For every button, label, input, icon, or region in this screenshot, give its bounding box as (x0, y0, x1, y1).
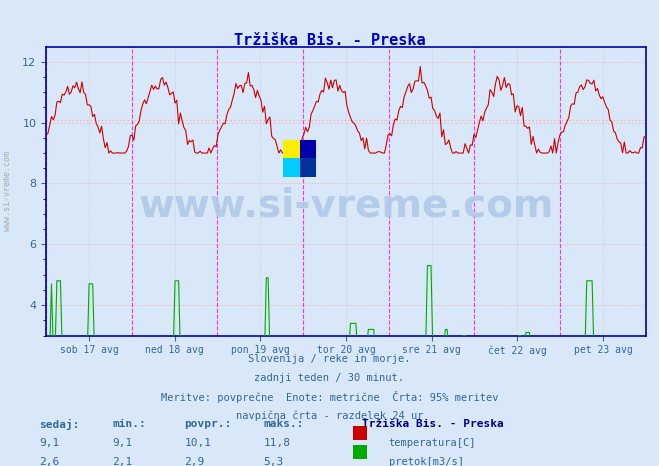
Text: 10,1: 10,1 (185, 438, 212, 448)
Text: min.:: min.: (112, 419, 146, 429)
Text: 2,6: 2,6 (40, 457, 60, 466)
Bar (353, 445, 367, 459)
Text: Tržiška Bis. - Preska: Tržiška Bis. - Preska (234, 33, 425, 48)
Text: 11,8: 11,8 (264, 438, 291, 448)
Text: pretok[m3/s]: pretok[m3/s] (389, 457, 464, 466)
Text: 9,1: 9,1 (112, 438, 132, 448)
Text: povpr.:: povpr.: (185, 419, 232, 429)
Text: 2,1: 2,1 (112, 457, 132, 466)
Text: www.si-vreme.com: www.si-vreme.com (3, 151, 12, 231)
Text: temperatura[C]: temperatura[C] (389, 438, 476, 448)
Text: zadnji teden / 30 minut.: zadnji teden / 30 minut. (254, 373, 405, 383)
Text: 2,9: 2,9 (185, 457, 205, 466)
Text: maks.:: maks.: (264, 419, 304, 429)
Text: 9,1: 9,1 (40, 438, 60, 448)
Bar (300, 158, 316, 177)
Text: sedaj:: sedaj: (40, 419, 80, 431)
Bar (353, 426, 367, 440)
Bar (300, 140, 316, 158)
Text: Meritve: povprečne  Enote: metrične  Črta: 95% meritev: Meritve: povprečne Enote: metrične Črta:… (161, 391, 498, 404)
Bar (283, 140, 300, 158)
Bar (283, 158, 300, 177)
Text: www.si-vreme.com: www.si-vreme.com (138, 186, 554, 225)
Text: 5,3: 5,3 (264, 457, 284, 466)
Text: Slovenija / reke in morje.: Slovenija / reke in morje. (248, 354, 411, 364)
Text: Tržiška Bis. - Preska: Tržiška Bis. - Preska (362, 419, 504, 429)
Text: navpična črta - razdelek 24 ur: navpična črta - razdelek 24 ur (236, 410, 423, 421)
